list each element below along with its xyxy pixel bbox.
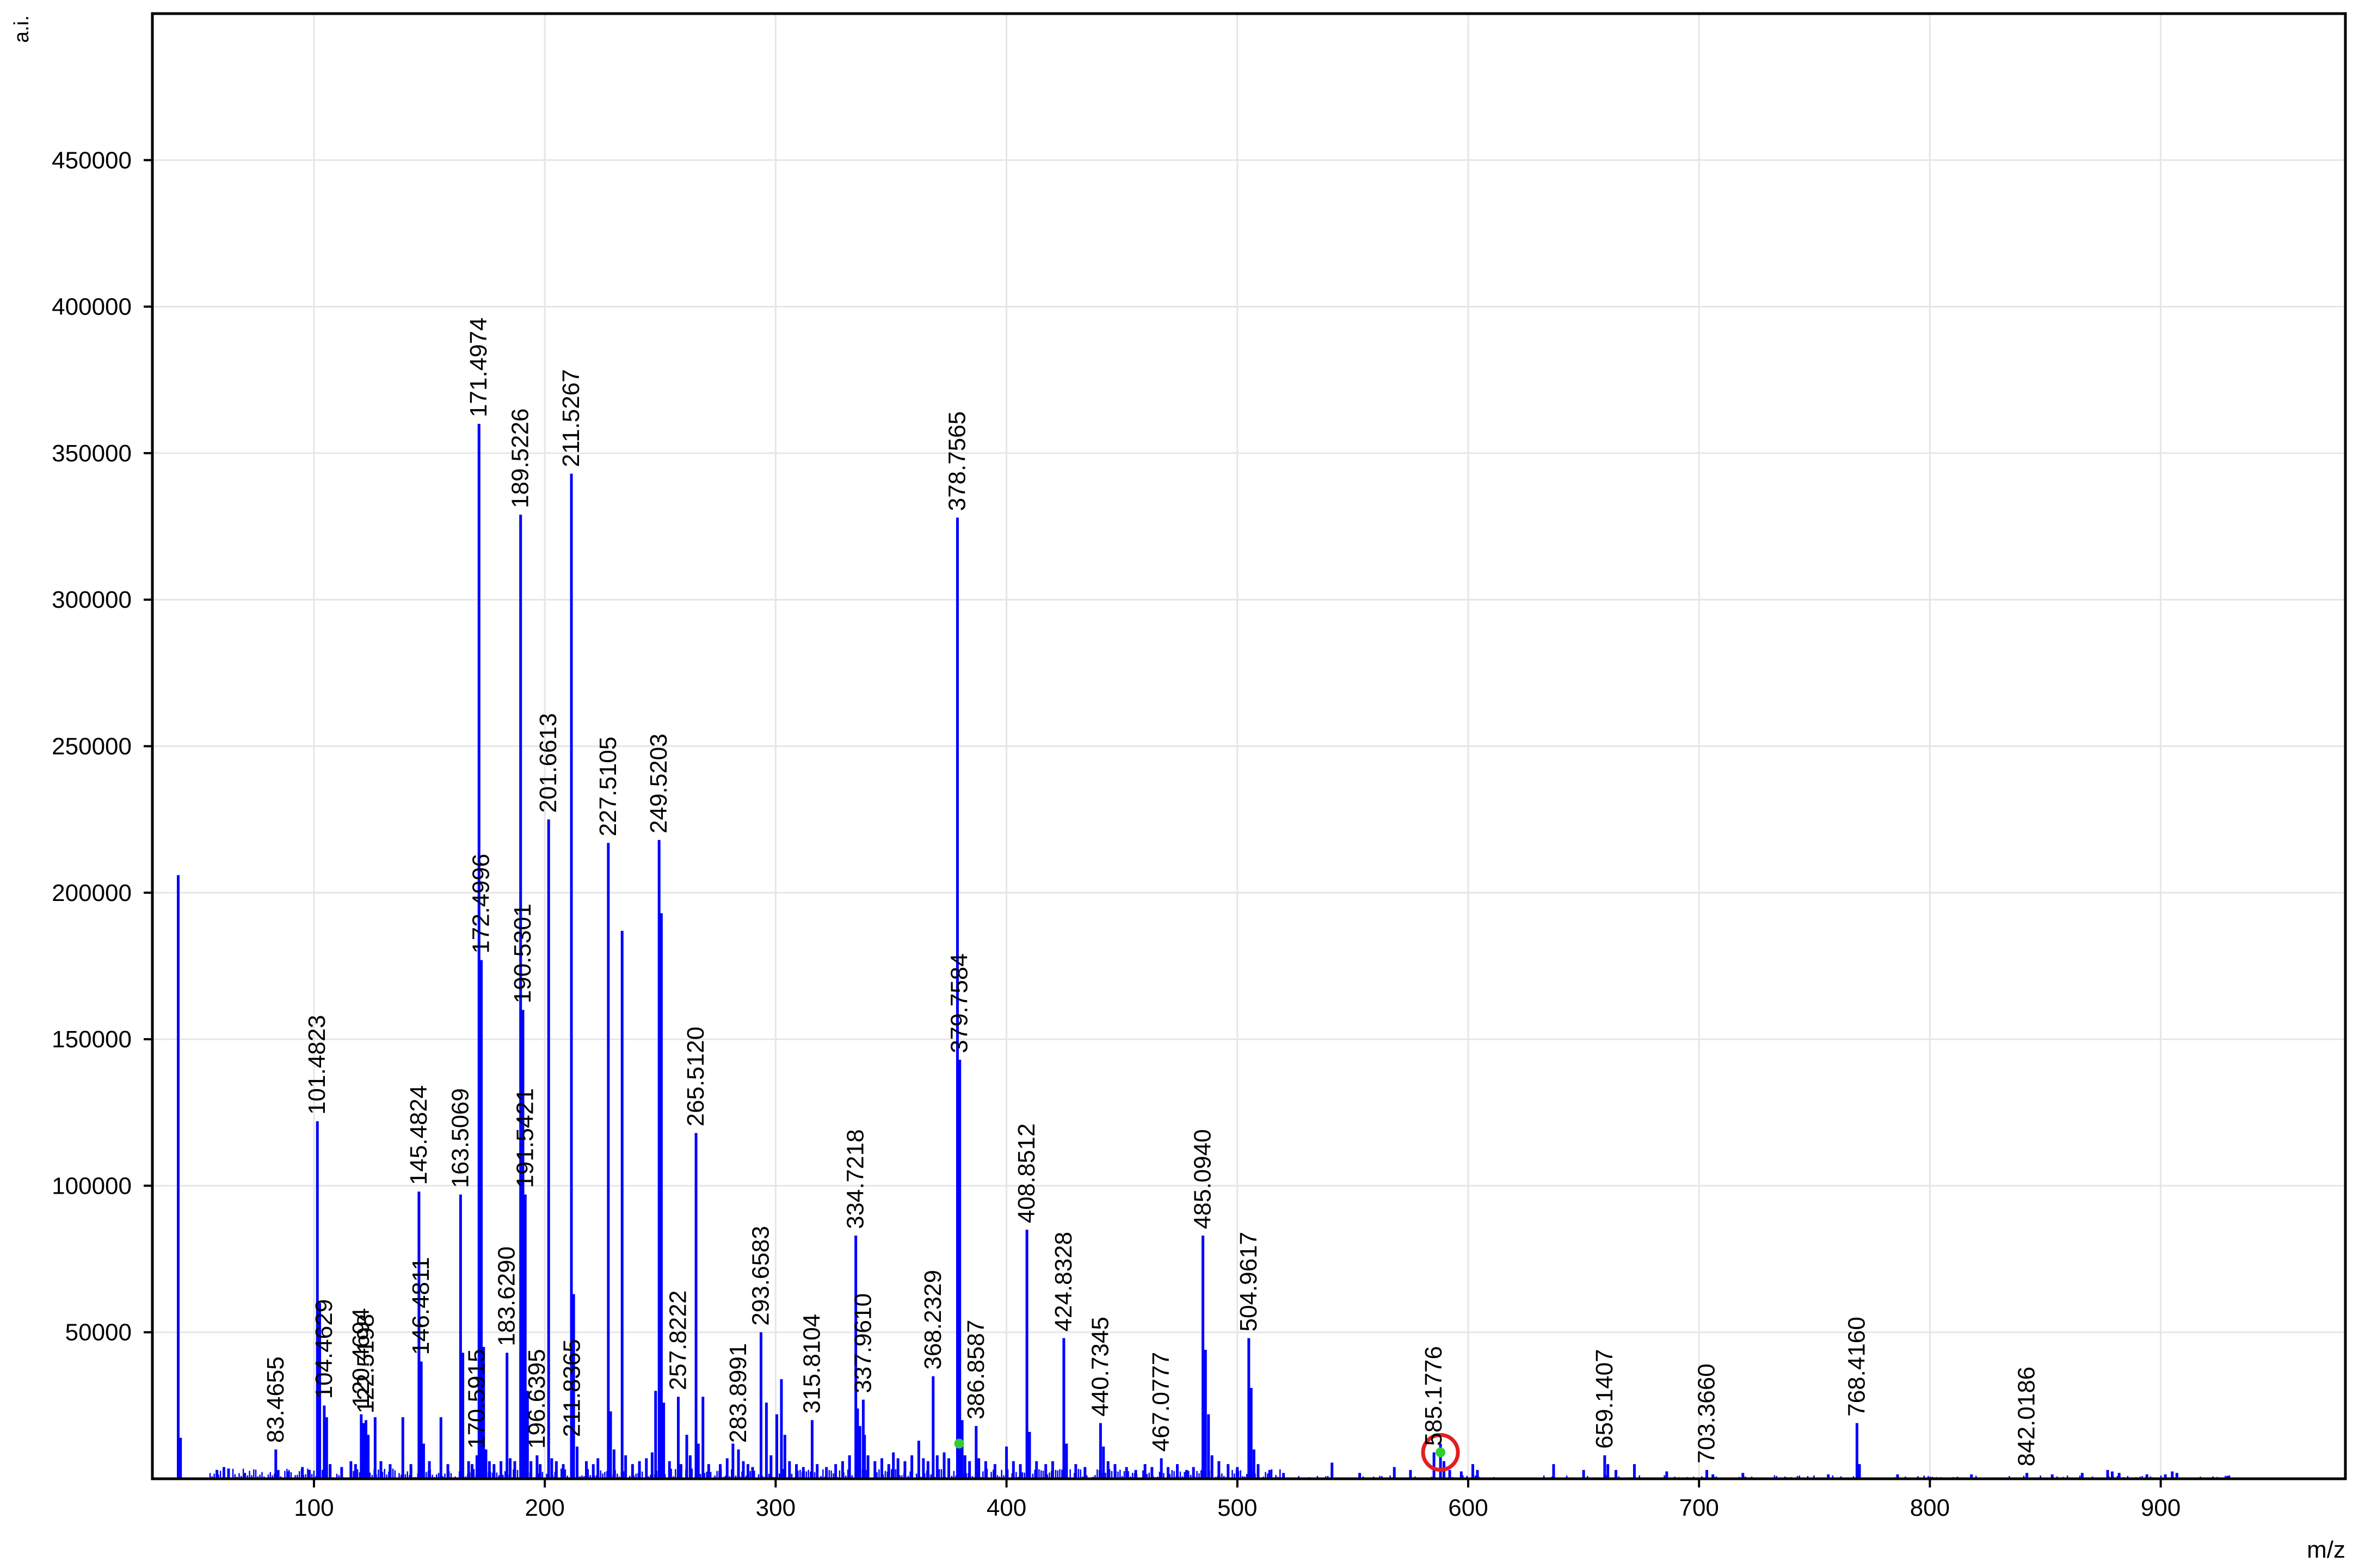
- peak-label: 334.7218: [842, 1129, 869, 1229]
- peak-label: 265.5120: [682, 1027, 709, 1127]
- peak-label: 378.7565: [944, 411, 970, 511]
- x-axis-title: m/z: [2307, 1536, 2345, 1563]
- y-tick-label: 300000: [52, 587, 132, 613]
- peak-label: 504.9617: [1235, 1232, 1262, 1332]
- x-tick-label: 800: [1910, 1495, 1950, 1521]
- peak-marker-dot: [1436, 1447, 1446, 1458]
- peak-label: 196.6395: [523, 1349, 550, 1449]
- peak-label: 227.5105: [595, 737, 621, 837]
- peak-label: 467.0777: [1148, 1352, 1174, 1452]
- peak-label: 145.4824: [405, 1085, 432, 1186]
- y-axis-title: a.i.: [10, 15, 33, 43]
- y-tick-label: 450000: [52, 147, 132, 174]
- peak-label: 257.8222: [664, 1291, 691, 1391]
- peak-label: 283.8991: [725, 1343, 752, 1443]
- peak-label: 163.5069: [447, 1088, 473, 1188]
- y-tick-label: 250000: [52, 733, 132, 760]
- peak-label: 172.4996: [467, 854, 494, 954]
- peak-label: 703.3660: [1693, 1363, 1720, 1464]
- peak-label: 386.8587: [963, 1320, 989, 1420]
- peak-label: 101.4823: [304, 1015, 330, 1115]
- peak-label: 768.4160: [1843, 1317, 1870, 1417]
- highlight-circle: [1421, 1433, 1460, 1472]
- peak-label: 293.6583: [747, 1226, 774, 1326]
- peak-label: 104.4629: [311, 1299, 337, 1399]
- x-tick-label: 700: [1679, 1495, 1719, 1521]
- x-tick-label: 300: [756, 1495, 796, 1521]
- markers: [954, 1433, 1460, 1472]
- peak-label: 842.0186: [2013, 1367, 2040, 1467]
- peak-label: 485.0940: [1190, 1129, 1216, 1229]
- peak-label: 379.7584: [946, 953, 973, 1053]
- peak-label: 249.5203: [645, 733, 672, 834]
- y-tick-label: 50000: [65, 1319, 132, 1346]
- peak-label: 122.5198: [352, 1314, 379, 1414]
- x-tick-label: 100: [294, 1495, 334, 1521]
- y-tick-label: 150000: [52, 1026, 132, 1053]
- axis-ticks: 100 200 300 400 500 600 700 800 900 50000 100000 15…: [52, 147, 2181, 1521]
- x-tick-label: 500: [1217, 1495, 1257, 1521]
- peak-label: 659.1407: [1591, 1349, 1618, 1449]
- y-tick-label: 400000: [52, 294, 132, 320]
- peak-label: 211.8365: [558, 1339, 585, 1437]
- x-tick-label: 400: [987, 1495, 1026, 1521]
- peak-marker-dot: [954, 1439, 964, 1449]
- peak-label: 171.4974: [465, 318, 492, 418]
- peak-label: 368.2329: [920, 1270, 946, 1370]
- x-tick-label: 200: [525, 1495, 564, 1521]
- y-tick-label: 200000: [52, 880, 132, 906]
- x-tick-label: 600: [1448, 1495, 1488, 1521]
- peak-label: 424.8328: [1050, 1232, 1077, 1332]
- peak-label: 120.4694: [348, 1308, 374, 1408]
- peak-label: 211.5267: [558, 369, 584, 467]
- x-tick-label: 900: [2141, 1495, 2181, 1521]
- peak-series: [177, 424, 2229, 1479]
- peak-label: 440.7345: [1087, 1317, 1113, 1417]
- peak-label: 146.4811: [408, 1257, 434, 1355]
- peak-label: 585.1776: [1420, 1346, 1447, 1446]
- peak-label: 201.6613: [535, 713, 562, 813]
- y-tick-label: 100000: [52, 1172, 132, 1199]
- peak-label: 315.8104: [798, 1314, 825, 1414]
- peak-label: 191.5421: [512, 1088, 538, 1188]
- peak-label: 408.8512: [1013, 1123, 1040, 1224]
- peak-label: 170.5915: [463, 1349, 490, 1449]
- peak-label: 183.6290: [494, 1246, 520, 1347]
- peak-label: 190.5301: [509, 904, 536, 1004]
- y-tick-label: 350000: [52, 440, 132, 467]
- gridlines: [152, 14, 2345, 1479]
- peak-label: 337.9610: [849, 1293, 876, 1393]
- peak-label: 189.5226: [507, 408, 534, 508]
- peak-label: 83.4655: [262, 1356, 289, 1443]
